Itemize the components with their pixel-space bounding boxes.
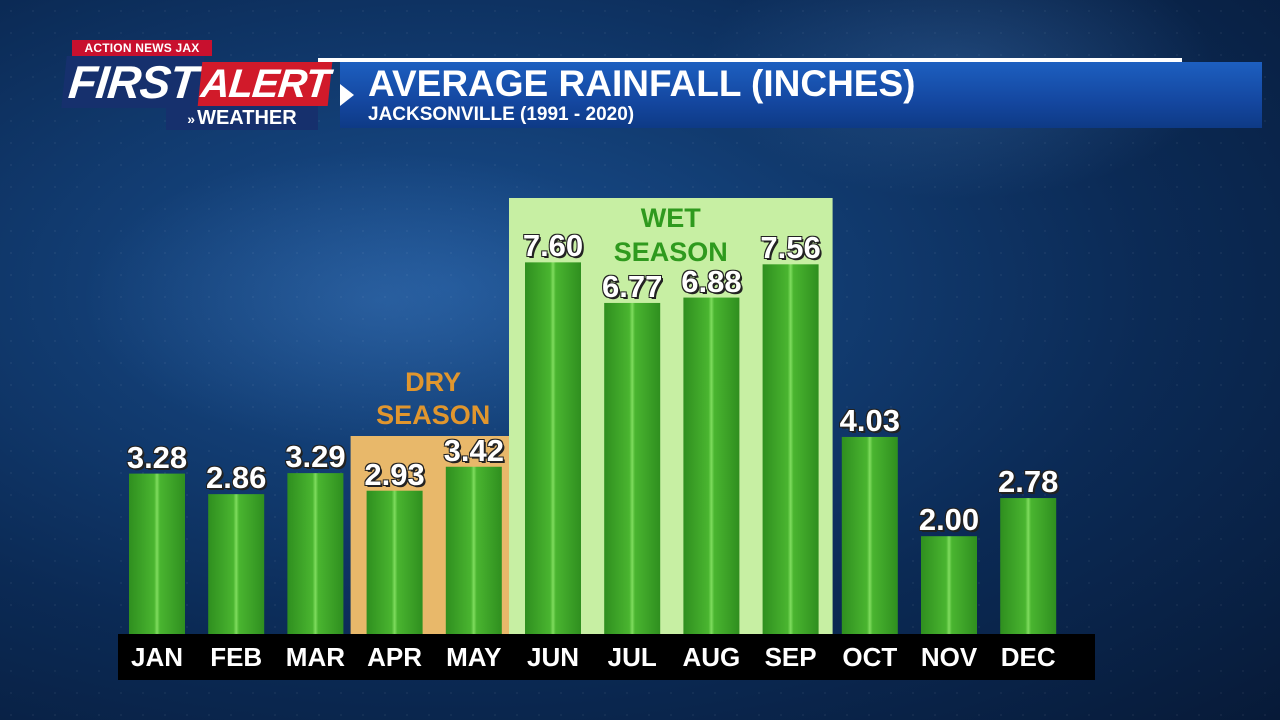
month-label-aug: AUG: [682, 642, 741, 672]
value-label-jan: 3.28: [126, 439, 188, 475]
value-label-aug: 6.88: [681, 263, 742, 299]
month-label-apr: APR: [367, 642, 423, 672]
value-label-feb: 2.86: [206, 460, 267, 496]
month-label-sep: SEP: [764, 642, 817, 672]
bar-jul: [604, 302, 661, 634]
month-label-jun: JUN: [526, 642, 579, 672]
value-label-apr: 2.93: [364, 456, 425, 492]
chart-title: AVERAGE RAINFALL (INCHES): [368, 63, 916, 104]
bar-apr: [366, 490, 423, 634]
value-label-may: 3.42: [443, 432, 504, 468]
bar-nov: [921, 536, 977, 634]
value-label-jun: 7.60: [522, 228, 584, 264]
value-label-dec: 2.78: [998, 464, 1059, 500]
month-label-jan: JAN: [130, 642, 183, 672]
double-chevron-icon: »: [187, 111, 196, 127]
logo-weather: » WEATHER: [166, 106, 318, 130]
bar-mar: [287, 473, 344, 634]
bar-feb: [208, 494, 265, 634]
bar-sep: [762, 264, 819, 634]
month-axis-strip: [118, 634, 1095, 680]
logo-station-name: ACTION NEWS JAX: [72, 40, 212, 56]
value-label-jul: 6.77: [602, 268, 663, 304]
month-label-mar: MAR: [285, 642, 345, 672]
season-label-dry-line1: DRY: [405, 367, 462, 397]
month-label-nov: NOV: [920, 642, 978, 672]
month-label-jul: JUL: [607, 642, 657, 672]
title-bar-accent: [318, 58, 1182, 62]
value-label-oct: 4.03: [839, 402, 900, 438]
bar-jun: [525, 262, 581, 634]
bar-jan: [129, 473, 185, 634]
bar-oct: [841, 436, 898, 634]
logo-weather-text: WEATHER: [197, 107, 297, 129]
month-label-feb: FEB: [210, 642, 263, 672]
bar-dec: [1000, 498, 1057, 634]
value-label-sep: 7.56: [760, 230, 821, 266]
season-label-dry-line2: SEASON: [376, 400, 491, 430]
station-logo: ACTION NEWS JAX FIRST ALERT » WEATHER: [61, 40, 334, 132]
title-bar: [340, 62, 1262, 128]
value-label-nov: 2.00: [918, 502, 980, 538]
month-label-dec: DEC: [1000, 642, 1056, 672]
month-label-oct: OCT: [842, 642, 898, 672]
chart-subtitle: JACKSONVILLE (1991 - 2020): [368, 104, 635, 125]
bar-aug: [683, 297, 740, 634]
bar-may: [445, 466, 502, 634]
play-arrow-icon: [340, 84, 354, 106]
season-label-wet-line2: SEASON: [613, 237, 728, 267]
value-label-mar: 3.29: [285, 439, 346, 475]
month-label-may: MAY: [446, 642, 502, 672]
season-label-wet-line1: WET: [640, 203, 701, 233]
